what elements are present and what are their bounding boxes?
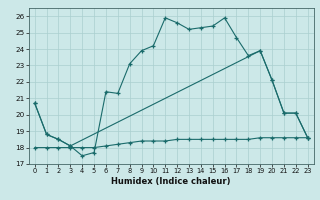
X-axis label: Humidex (Indice chaleur): Humidex (Indice chaleur) bbox=[111, 177, 231, 186]
